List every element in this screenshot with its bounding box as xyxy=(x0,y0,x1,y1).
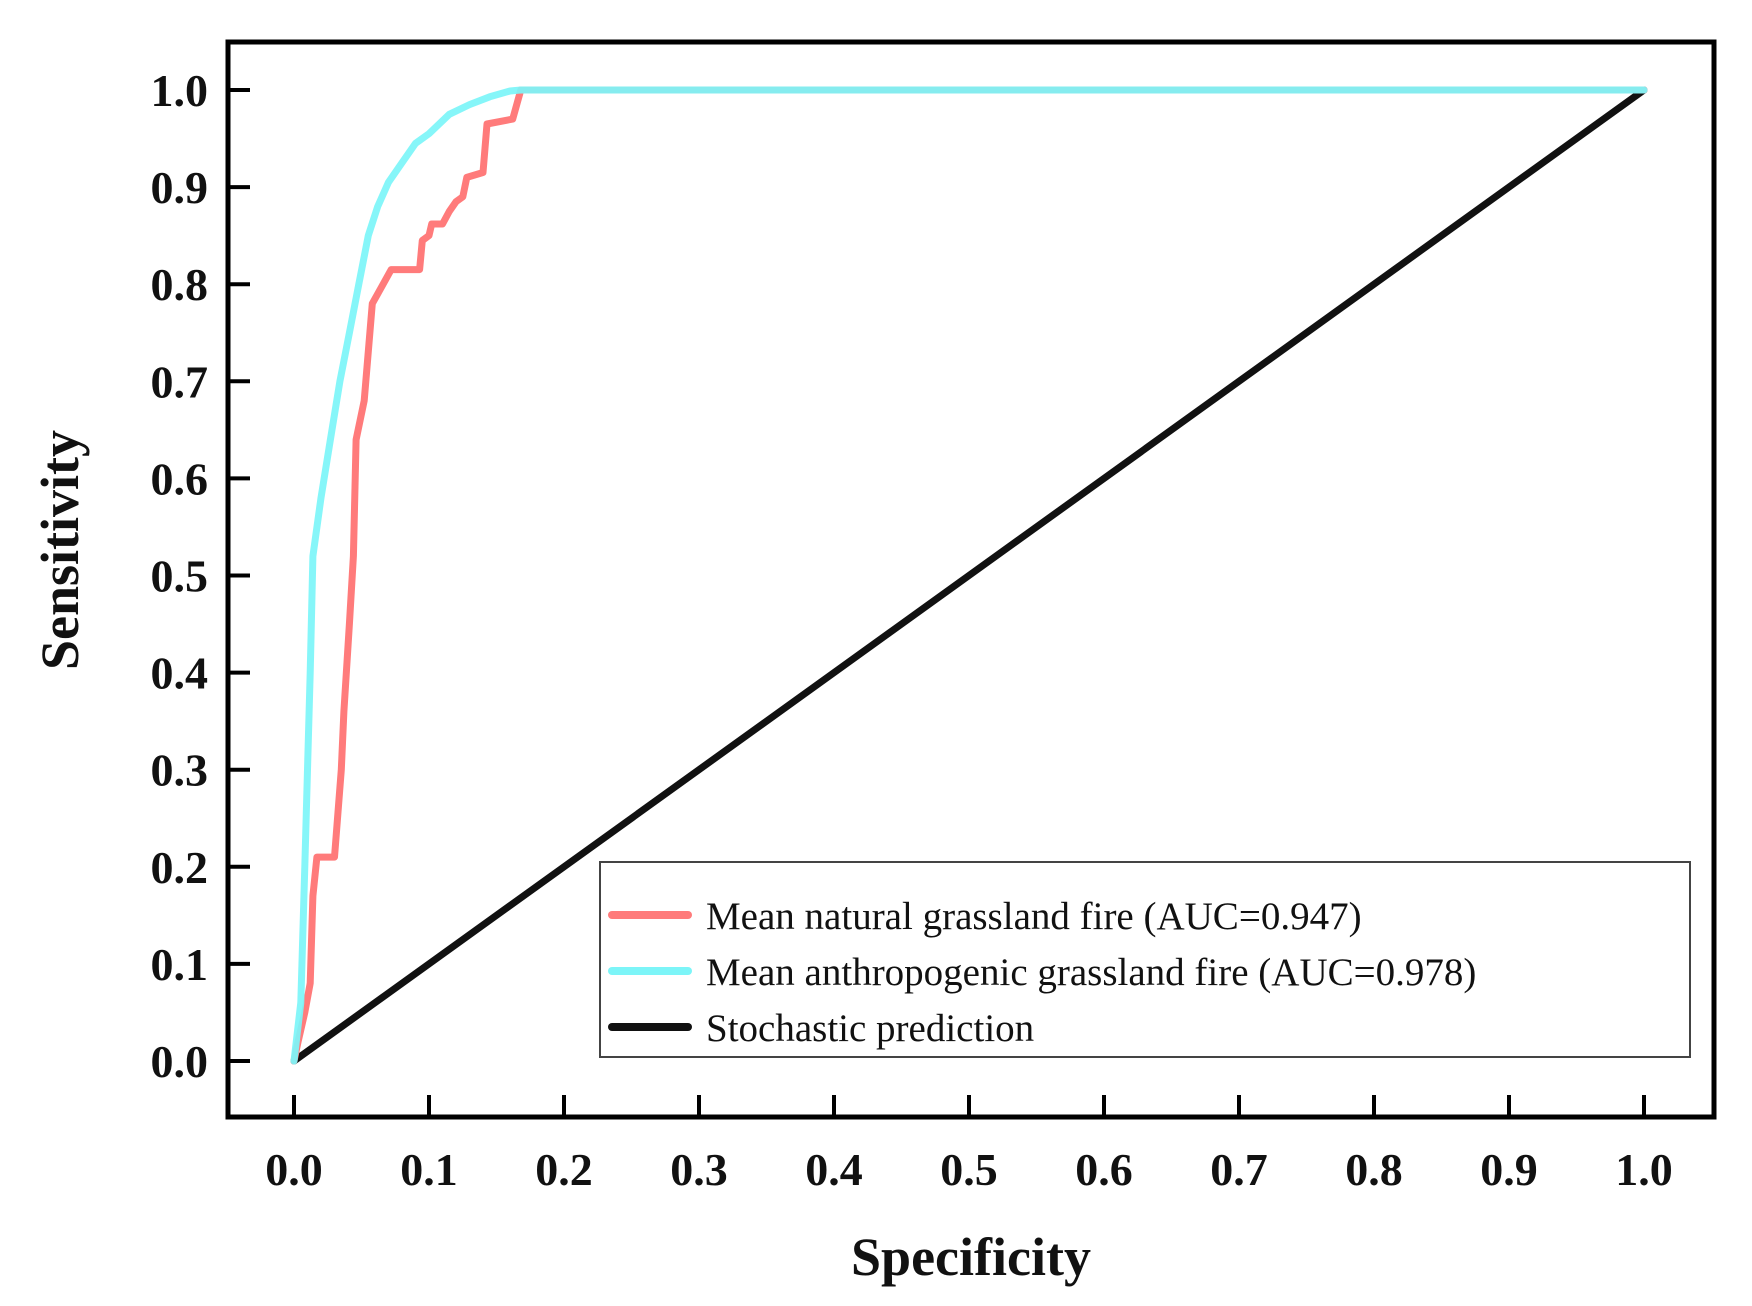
y-tick-label: 0.2 xyxy=(151,842,209,893)
legend-label-natural: Mean natural grassland fire (AUC=0.947) xyxy=(706,895,1362,938)
legend: Mean natural grassland fire (AUC=0.947) … xyxy=(599,861,1691,1058)
stochastic-prediction-line xyxy=(290,86,1648,1065)
y-tick-label: 0.5 xyxy=(151,551,209,602)
y-axis-title: Sensitivity xyxy=(30,430,90,670)
x-axis-ticks: 0.0 0.1 0.2 0.3 0.4 0.5 0.6 0.7 0.8 0.9 1.0 xyxy=(265,1095,1673,1195)
y-axis-ticks: 0.0 0.1 0.2 0.3 0.4 0.5 0.6 0.7 0.8 0.9 1.0 xyxy=(151,65,250,1087)
natural-fire-roc-line xyxy=(290,86,1648,1065)
x-tick-label: 0.5 xyxy=(940,1144,998,1195)
legend-label-anthropogenic: Mean anthropogenic grassland fire (AUC=0… xyxy=(706,951,1476,994)
x-tick-label: 0.8 xyxy=(1345,1144,1403,1195)
x-tick-label: 0.4 xyxy=(805,1144,863,1195)
anthropogenic-fire-roc-line xyxy=(290,86,1648,1065)
x-tick-label: 0.6 xyxy=(1075,1144,1133,1195)
y-tick-label: 0.7 xyxy=(151,356,209,407)
x-tick-label: 0.2 xyxy=(535,1144,593,1195)
x-tick-label: 0.0 xyxy=(265,1144,323,1195)
y-tick-label: 0.6 xyxy=(151,453,209,504)
y-tick-label: 0.1 xyxy=(151,939,209,990)
x-tick-label: 1.0 xyxy=(1615,1144,1673,1195)
x-axis-title: Specificity xyxy=(851,1227,1091,1287)
y-tick-label: 0.8 xyxy=(151,259,209,310)
y-tick-label: 0.0 xyxy=(151,1036,209,1087)
x-tick-label: 0.7 xyxy=(1210,1144,1268,1195)
series-layer xyxy=(290,86,1648,1065)
legend-label-stochastic: Stochastic prediction xyxy=(706,1007,1034,1050)
x-tick-label: 0.9 xyxy=(1480,1144,1538,1195)
x-tick-label: 0.1 xyxy=(400,1144,458,1195)
x-tick-label: 0.3 xyxy=(670,1144,728,1195)
y-tick-label: 0.3 xyxy=(151,745,209,796)
y-tick-label: 0.9 xyxy=(151,162,209,213)
y-tick-label: 1.0 xyxy=(151,65,209,116)
y-tick-label: 0.4 xyxy=(151,648,209,699)
legend-box xyxy=(599,861,1691,1058)
